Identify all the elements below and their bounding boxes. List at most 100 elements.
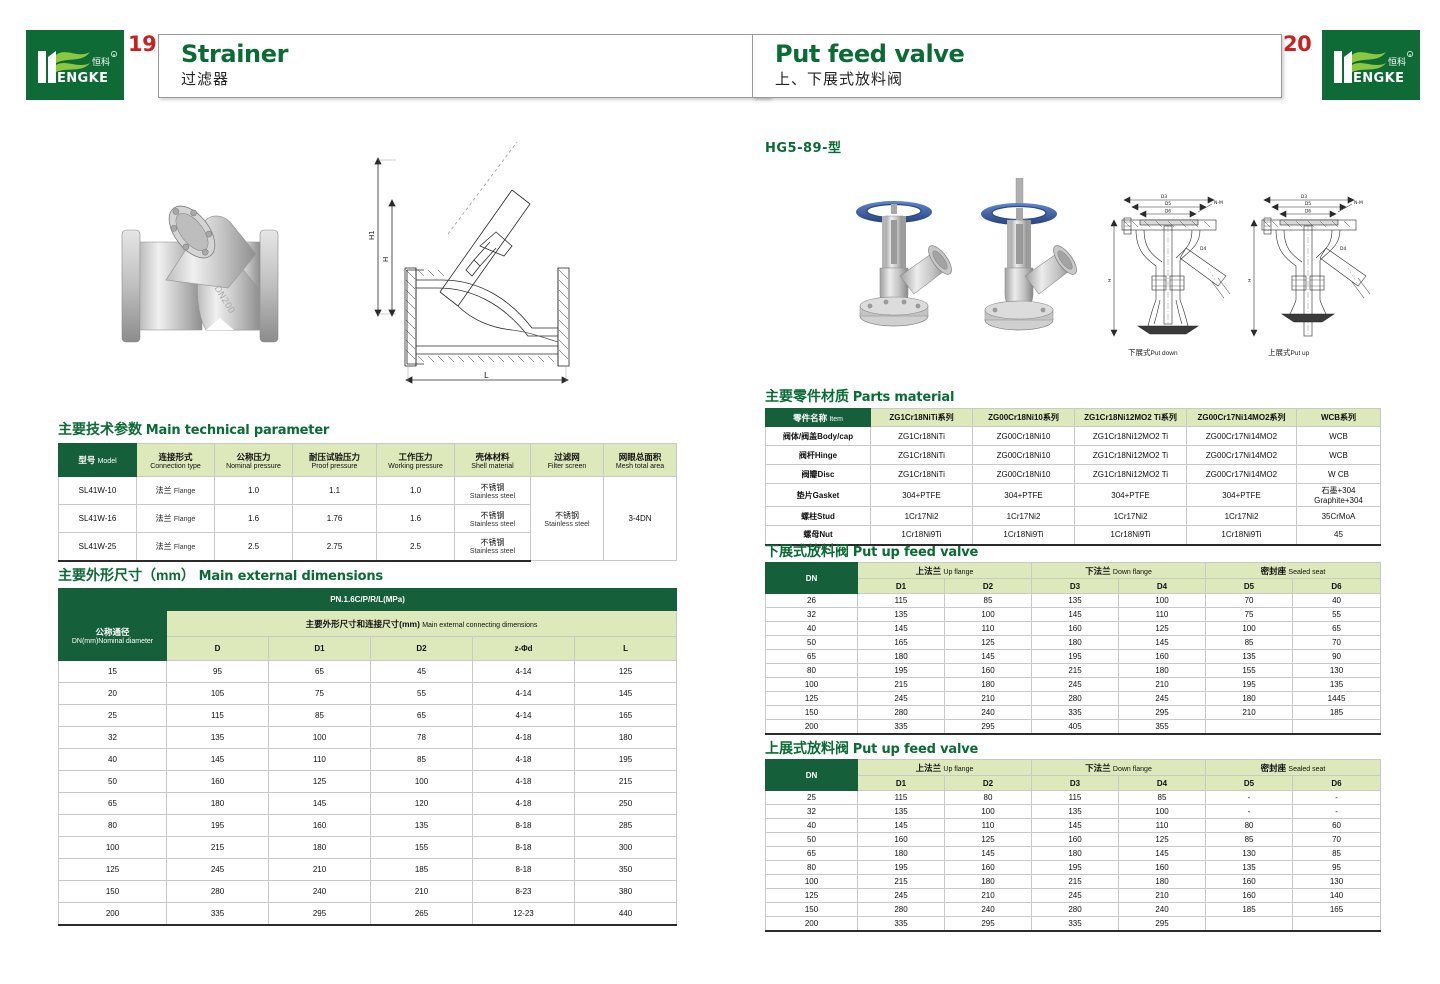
cell-D1: 160 bbox=[857, 832, 945, 847]
cell-material-5: 石墨+304 Graphite+304 bbox=[1296, 483, 1381, 507]
cell-working: 1.0 bbox=[376, 476, 455, 505]
cell-D5: 70 bbox=[1205, 593, 1294, 608]
cell-dn: 125 bbox=[58, 858, 167, 881]
tech-param-title-en: Main technical parameter bbox=[145, 423, 330, 438]
table-row: 25 115 85 65 4-14 165 bbox=[58, 704, 678, 727]
tech-param-title-cn: 主要技术参数 bbox=[58, 421, 142, 437]
cell-proof: 1.1 bbox=[292, 476, 377, 505]
table-row: 80 195 160 135 8-18 285 bbox=[58, 814, 678, 837]
cell-D: 180 bbox=[166, 792, 269, 815]
cell-D3: 405 bbox=[1031, 719, 1119, 735]
cell-D4: 355 bbox=[1117, 719, 1207, 735]
cell-D: 245 bbox=[166, 858, 269, 881]
cell-D2: 78 bbox=[370, 726, 473, 749]
cell-dn: 150 bbox=[58, 880, 167, 903]
cell-D6: 185 bbox=[1292, 705, 1382, 720]
cell-D6: 130 bbox=[1292, 874, 1382, 889]
cell-D6: 165 bbox=[1292, 902, 1382, 917]
cell-D1: 145 bbox=[857, 621, 945, 636]
cell-material-2: 1Cr17Ni2 bbox=[972, 506, 1075, 526]
cell-D1: 145 bbox=[268, 792, 371, 815]
cell-zd: 4-14 bbox=[472, 660, 575, 683]
put-down-valve-title-en: Put up feed valve bbox=[852, 545, 979, 560]
table-row: 15 95 65 45 4-14 125 bbox=[58, 660, 678, 683]
cell-dn: 125 bbox=[765, 691, 858, 706]
cell-D1: 240 bbox=[268, 880, 371, 903]
cell-D4: 160 bbox=[1117, 649, 1207, 664]
cell-D2: 185 bbox=[370, 858, 473, 881]
cell-D1: 65 bbox=[268, 660, 371, 683]
cell-D1: 335 bbox=[857, 719, 945, 735]
th-zd: z-Φd bbox=[472, 636, 575, 661]
th-D1: D1 bbox=[857, 578, 945, 594]
svg-text:H: H bbox=[1248, 279, 1253, 282]
cell-D2: 265 bbox=[370, 902, 473, 926]
table-main-technical-parameter: 型号 Model 连接形式 Connection type 公称压力 Nomin… bbox=[58, 443, 677, 562]
th-D6: D6 bbox=[1292, 578, 1382, 594]
hengke-logo-icon: ENGKE 恒科 R bbox=[30, 39, 120, 91]
svg-text:H1: H1 bbox=[368, 230, 376, 240]
cell-material-1: 1Cr17Ni2 bbox=[870, 506, 973, 526]
cell-D6: 90 bbox=[1292, 649, 1382, 664]
cell-D5: 180 bbox=[1205, 691, 1294, 706]
page-title-en-right: Put feed valve bbox=[775, 40, 965, 68]
table-header-row: 零件名称 Item ZG1Cr18NiTi系列 ZG00Cr18Ni10系列 Z… bbox=[765, 408, 1381, 427]
cell-material-2: ZG00Cr18Ni10 bbox=[972, 426, 1075, 446]
table-row: 200 335 295 265 12-23 440 bbox=[58, 902, 678, 926]
cell-nominal: 2.5 bbox=[214, 532, 293, 562]
cell-material-5: 45 bbox=[1296, 525, 1381, 546]
cell-material-1: ZG1Cr18NiTi bbox=[870, 426, 973, 446]
svg-text:N-M: N-M bbox=[1354, 200, 1363, 206]
cell-D1: 295 bbox=[268, 902, 371, 926]
cell-dn: 65 bbox=[765, 649, 858, 664]
cell-D2: 135 bbox=[370, 814, 473, 837]
cell-L: 250 bbox=[573, 792, 678, 815]
cell-dn: 32 bbox=[765, 607, 858, 622]
svg-text:D6: D6 bbox=[1165, 209, 1171, 215]
svg-text:D4: D4 bbox=[1340, 246, 1346, 252]
svg-text:D5: D5 bbox=[1165, 201, 1171, 207]
model-label: HG5-89-型 bbox=[765, 141, 842, 156]
title-bar-right: Put feed valve 上、下展式放料阀 bbox=[752, 34, 1282, 98]
th-sealed-seat: 密封座 Sealed seat bbox=[1205, 759, 1382, 776]
cell-L: 145 bbox=[573, 682, 678, 705]
cell-dn: 150 bbox=[765, 705, 858, 720]
cell-D2: 85 bbox=[370, 748, 473, 771]
cell-D6: 130 bbox=[1292, 663, 1382, 678]
cell-D2: 100 bbox=[370, 770, 473, 793]
page-number-right: 20 bbox=[1283, 32, 1312, 56]
section-title-tech-param: 主要技术参数 Main technical parameter bbox=[58, 419, 329, 439]
cell-D4: 125 bbox=[1117, 621, 1207, 636]
table-put-down-feed-valve: DN 上法兰 Up flange 下法兰 Down flange 密封座 Sea… bbox=[765, 562, 1382, 735]
th-dn: 公称通径 DN(mm)Nominal diameter bbox=[58, 610, 167, 661]
cell-D6: 1445 bbox=[1292, 691, 1382, 706]
th-down-flange: 下法兰 Down flange bbox=[1030, 759, 1207, 776]
table-row: 32 135 100 145 110 75 55 bbox=[765, 607, 1382, 622]
dimensions-title-en: Main external dimensions bbox=[198, 569, 383, 584]
cell-D5: 85 bbox=[1205, 832, 1294, 847]
cell-D1: 195 bbox=[857, 860, 945, 875]
section-title-put-up-valve: 上展式放料阀 Put up feed valve bbox=[765, 738, 978, 758]
table-row: 50 160 125 160 125 85 70 bbox=[765, 832, 1382, 847]
cell-material-1: ZG1Cr18NiTi bbox=[870, 464, 973, 484]
cell-material-2: ZG00Cr18Ni10 bbox=[972, 464, 1075, 484]
th-series-2: ZG00Cr18Ni10系列 bbox=[972, 408, 1075, 427]
cell-D3: 180 bbox=[1031, 635, 1119, 650]
cell-D: 145 bbox=[166, 748, 269, 771]
table-row: 40 145 110 160 125 100 65 bbox=[765, 621, 1382, 636]
cell-D1: 160 bbox=[268, 814, 371, 837]
th-model: 型号 Model bbox=[58, 443, 137, 477]
cell-D1: 115 bbox=[857, 593, 945, 608]
th-proof-pressure: 耐压试验压力 Proof pressure bbox=[292, 443, 377, 477]
th-nominal-pressure: 公称压力 Nominal pressure bbox=[214, 443, 293, 477]
cell-D1: 180 bbox=[268, 836, 371, 859]
cell-D: 95 bbox=[166, 660, 269, 683]
svg-text:H: H bbox=[1108, 279, 1113, 282]
table-row: SL41W-25 法兰 Flange 2.5 2.75 2.5 不锈钢 Stai… bbox=[58, 532, 677, 562]
th-dn: DN bbox=[765, 562, 858, 594]
table-main-external-dimensions: PN.1.6C/P/R/L(MPa) 公称通径 DN(mm)Nominal di… bbox=[57, 588, 678, 926]
cell-zd: 4-18 bbox=[472, 770, 575, 793]
cell-D3: 135 bbox=[1031, 593, 1119, 608]
cell-nominal: 1.0 bbox=[214, 476, 293, 505]
valve-photo-put-down bbox=[830, 190, 960, 350]
